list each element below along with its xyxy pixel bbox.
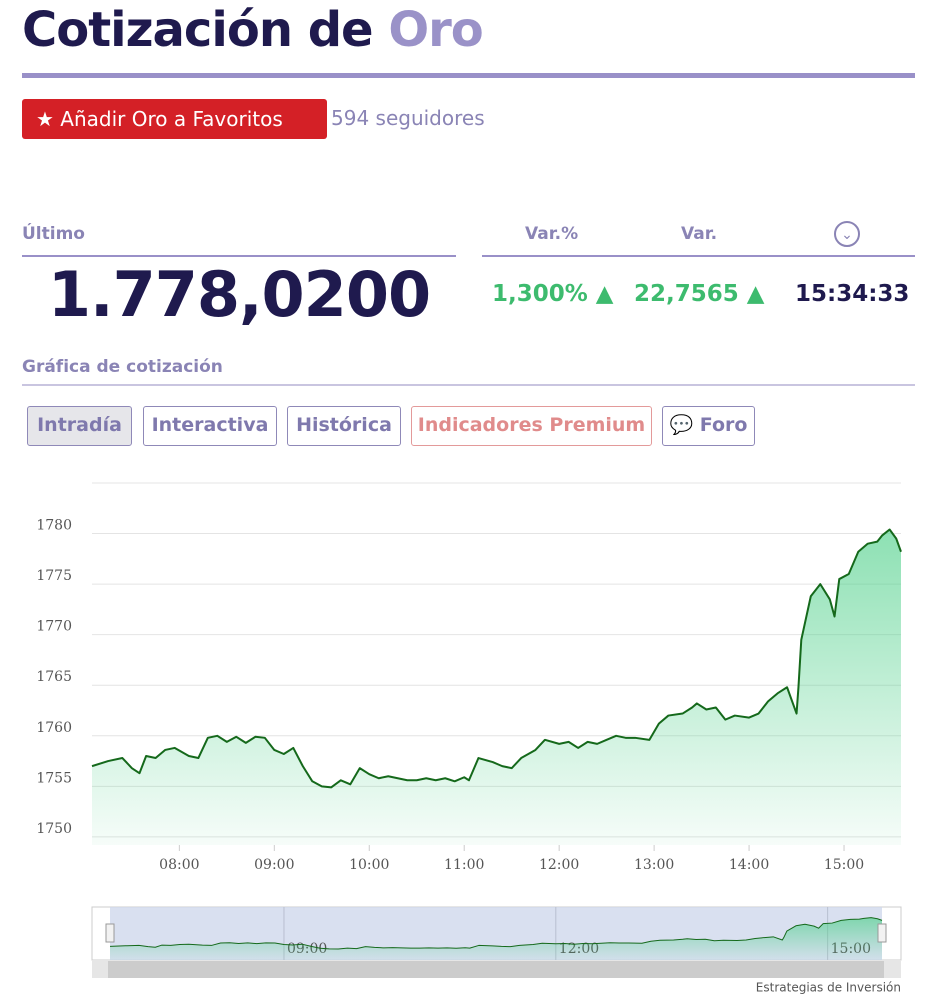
favorite-button[interactable]: ★ Añadir Oro a Favoritos — [22, 99, 327, 139]
page-title: Cotización de Oro — [22, 2, 484, 58]
y-tick-label: 1775 — [36, 568, 72, 584]
x-tick-label: 15:00 — [824, 857, 864, 873]
change: 22,7565 ▲ — [634, 281, 765, 307]
tab[interactable]: 💬 Foro — [662, 406, 755, 446]
star-icon: ★ — [36, 107, 54, 131]
tab[interactable]: Interactiva — [143, 406, 277, 446]
last-rule — [22, 255, 456, 257]
y-tick-label: 1760 — [36, 720, 72, 736]
price-line — [91, 528, 902, 789]
expand-icon[interactable]: ⌄ — [834, 221, 860, 247]
last-price: 1.778,0200 — [47, 258, 431, 331]
change-value: 22,7565 — [634, 281, 739, 307]
tab[interactable]: Intradía — [27, 406, 132, 446]
y-tick-label: 1765 — [36, 669, 72, 685]
title-rule — [22, 73, 915, 78]
y-tick-label: 1750 — [36, 821, 72, 837]
followers: 594 seguidores — [331, 106, 485, 130]
navigator-handle[interactable] — [877, 923, 887, 943]
x-tick-label: 13:00 — [634, 857, 674, 873]
y-tick-label: 1755 — [36, 770, 72, 786]
y-tick-label: 1780 — [36, 518, 72, 534]
x-tick-label: 08:00 — [159, 857, 199, 873]
change-pct: 1,300% ▲ — [492, 281, 614, 307]
quote-time: 15:34:33 — [795, 281, 910, 307]
change-pct-value: 1,300% — [492, 281, 588, 307]
x-tick-label: 14:00 — [729, 857, 769, 873]
credit: Estrategias de Inversión — [756, 981, 901, 995]
scrollbar-thumb[interactable] — [108, 961, 884, 978]
y-tick-label: 1770 — [36, 619, 72, 635]
favorite-label: Añadir Oro a Favoritos — [60, 107, 283, 131]
tab-label: Foro — [699, 414, 748, 436]
title-text: Cotización de — [22, 2, 374, 58]
change-pct-label: Var.% — [525, 224, 579, 244]
x-tick-label: 12:00 — [539, 857, 579, 873]
tab[interactable]: Indicadores Premium — [411, 406, 652, 446]
navigator-line-area — [110, 917, 882, 960]
price-line-area — [92, 529, 901, 845]
section-rule — [22, 384, 915, 386]
navigator-handle[interactable] — [105, 923, 115, 943]
tab[interactable]: Histórica — [287, 406, 401, 446]
title-highlight: Oro — [388, 2, 483, 58]
last-label: Último — [22, 224, 85, 244]
navigator-line — [109, 917, 883, 950]
x-tick-label: 11:00 — [444, 857, 484, 873]
chart-section-title: Gráfica de cotización — [22, 357, 223, 377]
x-tick-label: 09:00 — [254, 857, 294, 873]
quote-rule — [482, 255, 915, 257]
change-label: Var. — [681, 224, 718, 244]
x-tick-label: 10:00 — [349, 857, 389, 873]
